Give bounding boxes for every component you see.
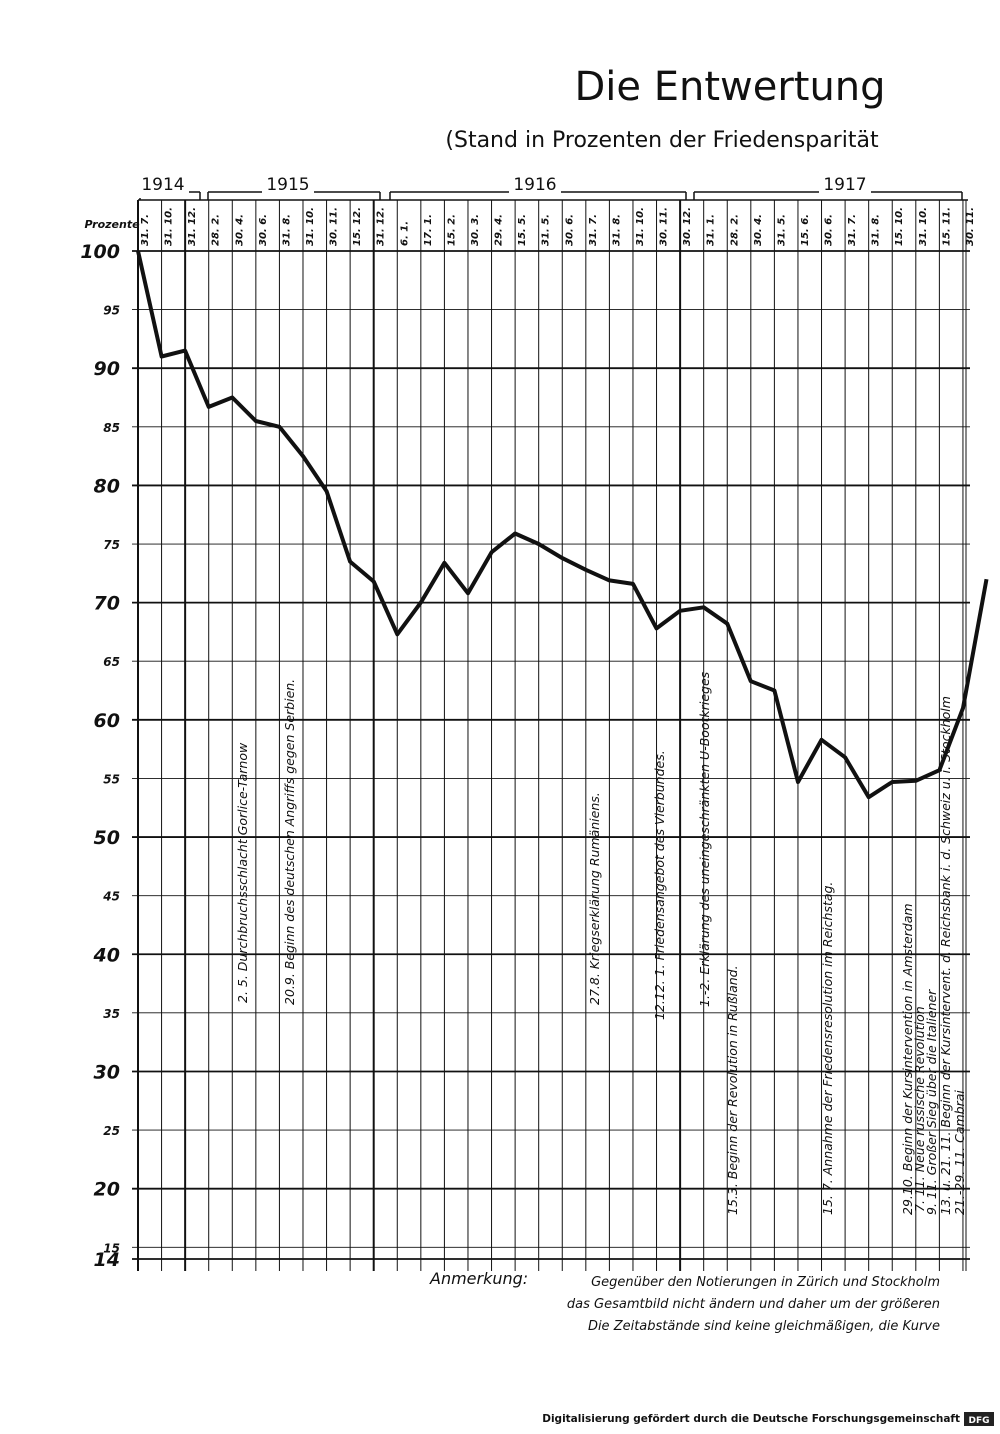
x-tick-label: 29. 4.	[494, 214, 505, 246]
x-tick-label: 31. 1.	[706, 214, 717, 246]
x-tick-label: 15. 6.	[800, 214, 811, 246]
year-label-bg	[509, 172, 561, 198]
x-tick-label: 31. 10.	[305, 207, 316, 246]
x-tick-label: 31. 5.	[776, 214, 787, 246]
x-tick-label: 31. 5.	[541, 214, 552, 246]
x-tick-label: 31. 10.	[164, 207, 175, 246]
x-tick-label: 15. 5.	[517, 214, 528, 246]
x-tick-label: 28. 2.	[211, 214, 222, 246]
annotation: 15.3. Beginn der Revolution in Rußland.	[725, 965, 740, 1215]
annotation: 12.12. 1. Friedensangebot des Vierbundes…	[652, 750, 667, 1020]
x-tick-label: 30. 4.	[753, 214, 764, 246]
year-label-bg	[819, 172, 871, 198]
x-tick-label: 31. 12.	[187, 207, 198, 246]
x-tick-label: 15. 2.	[446, 214, 457, 246]
y-axis-label: Prozente	[84, 218, 140, 231]
y-tick-label: 15	[103, 1241, 120, 1255]
y-tick-label: 40	[93, 944, 120, 966]
chart-subtitle: (Stand in Prozenten der Friedensparität	[445, 128, 879, 153]
annotation: 20.9. Beginn des deutschen Angriffs gege…	[282, 679, 297, 1005]
y-tick-label: 14	[94, 1249, 120, 1271]
x-tick-label: 15. 11.	[941, 207, 952, 246]
x-tick-label: 31. 8.	[281, 214, 292, 246]
note-line: Gegenüber den Notierungen in Zürich und …	[591, 1275, 940, 1290]
y-tick-label: 25	[103, 1124, 120, 1138]
year-label: 1914	[141, 175, 184, 195]
x-tick-label: 31. 10.	[635, 207, 646, 246]
year-label-bg	[137, 172, 189, 198]
x-tick-label: 15. 12.	[352, 207, 363, 246]
x-tick-label: 30. 6.	[564, 214, 575, 246]
annotation: 9. 11. Großer Sieg über die Italiener	[924, 989, 939, 1215]
annotation: 21.-29. 11. Cambrai	[952, 1090, 967, 1215]
x-tick-label: 31. 7.	[847, 214, 858, 246]
x-tick-label: 30. 3.	[470, 214, 481, 246]
annotation: 13. u. 21. 11. Beginn der Kursintervent.…	[938, 696, 953, 1215]
annotation: 2. 5. Durchbruchsschlacht Gorlice-Tarnow	[235, 742, 250, 1003]
y-tick-label: 100	[80, 241, 120, 263]
y-tick-label: 60	[94, 710, 120, 732]
x-tick-label: 6. 1.	[399, 221, 410, 246]
annotation: 29.10. Beginn der Kursintervention in Am…	[900, 903, 915, 1215]
annotation: 15. 7. Annahme der Friedensresolution im…	[820, 882, 835, 1215]
y-tick-label: 20	[94, 1179, 120, 1201]
y-tick-label: 85	[103, 421, 120, 435]
x-tick-label: 30. 4.	[234, 214, 245, 246]
x-tick-label: 15. 10.	[894, 207, 905, 246]
year-label-bg	[262, 172, 314, 198]
footer-logo: DFG	[968, 1416, 989, 1426]
x-tick-label: 31. 10.	[918, 207, 929, 246]
annotation: 7. 11. Neue russische Revolution	[912, 1006, 927, 1212]
x-tick-label: 30. 12.	[682, 207, 693, 246]
annotation: 27.8. Kriegserklärung Rumäniens.	[587, 792, 602, 1005]
x-tick-label: 30. 11.	[329, 207, 340, 246]
y-tick-label: 35	[103, 1007, 120, 1021]
y-tick-label: 30	[94, 1061, 120, 1083]
y-tick-label: 75	[103, 538, 120, 552]
y-tick-label: 45	[102, 890, 120, 904]
year-label: 1917	[823, 175, 866, 195]
year-label: 1916	[513, 175, 556, 195]
y-tick-label: 80	[94, 475, 120, 497]
note-label: Anmerkung:	[429, 1269, 528, 1288]
y-tick-label: 55	[103, 772, 120, 786]
data-line	[136, 250, 989, 800]
x-tick-label: 31. 7.	[140, 214, 151, 246]
x-tick-label: 30. 11.	[965, 207, 976, 246]
chart-title: Die Entwertung	[574, 64, 885, 110]
x-tick-label: 17. 1.	[423, 214, 434, 246]
x-tick-label: 30. 6.	[258, 214, 269, 246]
footer-text: Digitalisierung gefördert durch die Deut…	[542, 1413, 960, 1425]
note-line: Die Zeitabstände sind keine gleichmäßige…	[588, 1319, 940, 1334]
year-label: 1915	[266, 175, 309, 195]
y-tick-label: 50	[94, 827, 120, 849]
x-tick-label: 30. 11.	[659, 207, 670, 246]
y-tick-label: 65	[103, 655, 120, 669]
y-tick-label: 90	[94, 358, 120, 380]
annotation: 1.-2. Erklärung des uneingeschränkten U-…	[697, 671, 712, 1007]
x-tick-label: 31. 7.	[588, 214, 599, 246]
note-line: das Gesamtbild nicht ändern und daher um…	[567, 1297, 940, 1312]
x-tick-label: 31. 12.	[376, 207, 387, 246]
y-tick-label: 70	[94, 593, 120, 615]
footer-logo-box	[964, 1412, 994, 1426]
x-tick-label: 31. 8.	[611, 214, 622, 246]
y-tick-label: 95	[103, 304, 120, 318]
x-tick-label: 30. 6.	[824, 214, 835, 246]
x-tick-label: 28. 2.	[729, 214, 740, 246]
x-tick-label: 31. 8.	[871, 214, 882, 246]
